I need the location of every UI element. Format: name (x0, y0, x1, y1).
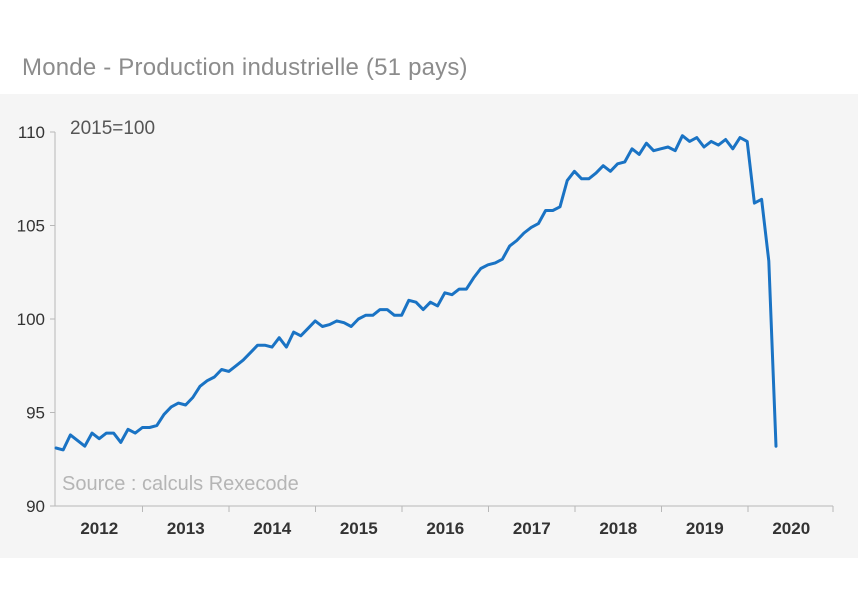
series-group (54, 134, 778, 452)
x-axis: 2012 2013 2014 2015 2016 2017 2018 2019 2020 (55, 505, 834, 538)
y-tick-label: 100 (17, 310, 45, 329)
x-tick-label: 2012 (80, 519, 118, 538)
x-tick-label: 2017 (513, 519, 551, 538)
source-note: Source : calculs Rexecode (62, 473, 299, 495)
x-tick-label: 2019 (686, 519, 724, 538)
x-tick-label: 2020 (772, 519, 810, 538)
y-tick-label: 110 (18, 123, 45, 142)
y-axis: 90 95 100 105 110 (17, 123, 56, 516)
x-tick-label: 2013 (167, 519, 205, 538)
y-tick-label: 95 (26, 404, 45, 423)
x-tick-label: 2018 (599, 519, 637, 538)
x-tick-label: 2015 (340, 519, 378, 538)
y-tick-label: 90 (26, 497, 45, 516)
y-tick-label: 105 (17, 217, 45, 236)
x-tick-label: 2014 (253, 519, 291, 538)
base-year-annotation: 2015=100 (70, 118, 155, 139)
x-tick-label: 2016 (426, 519, 464, 538)
chart-title: Monde - Production industrielle (51 pays… (22, 54, 468, 81)
series-line (54, 134, 778, 452)
chart-panel (0, 94, 858, 558)
